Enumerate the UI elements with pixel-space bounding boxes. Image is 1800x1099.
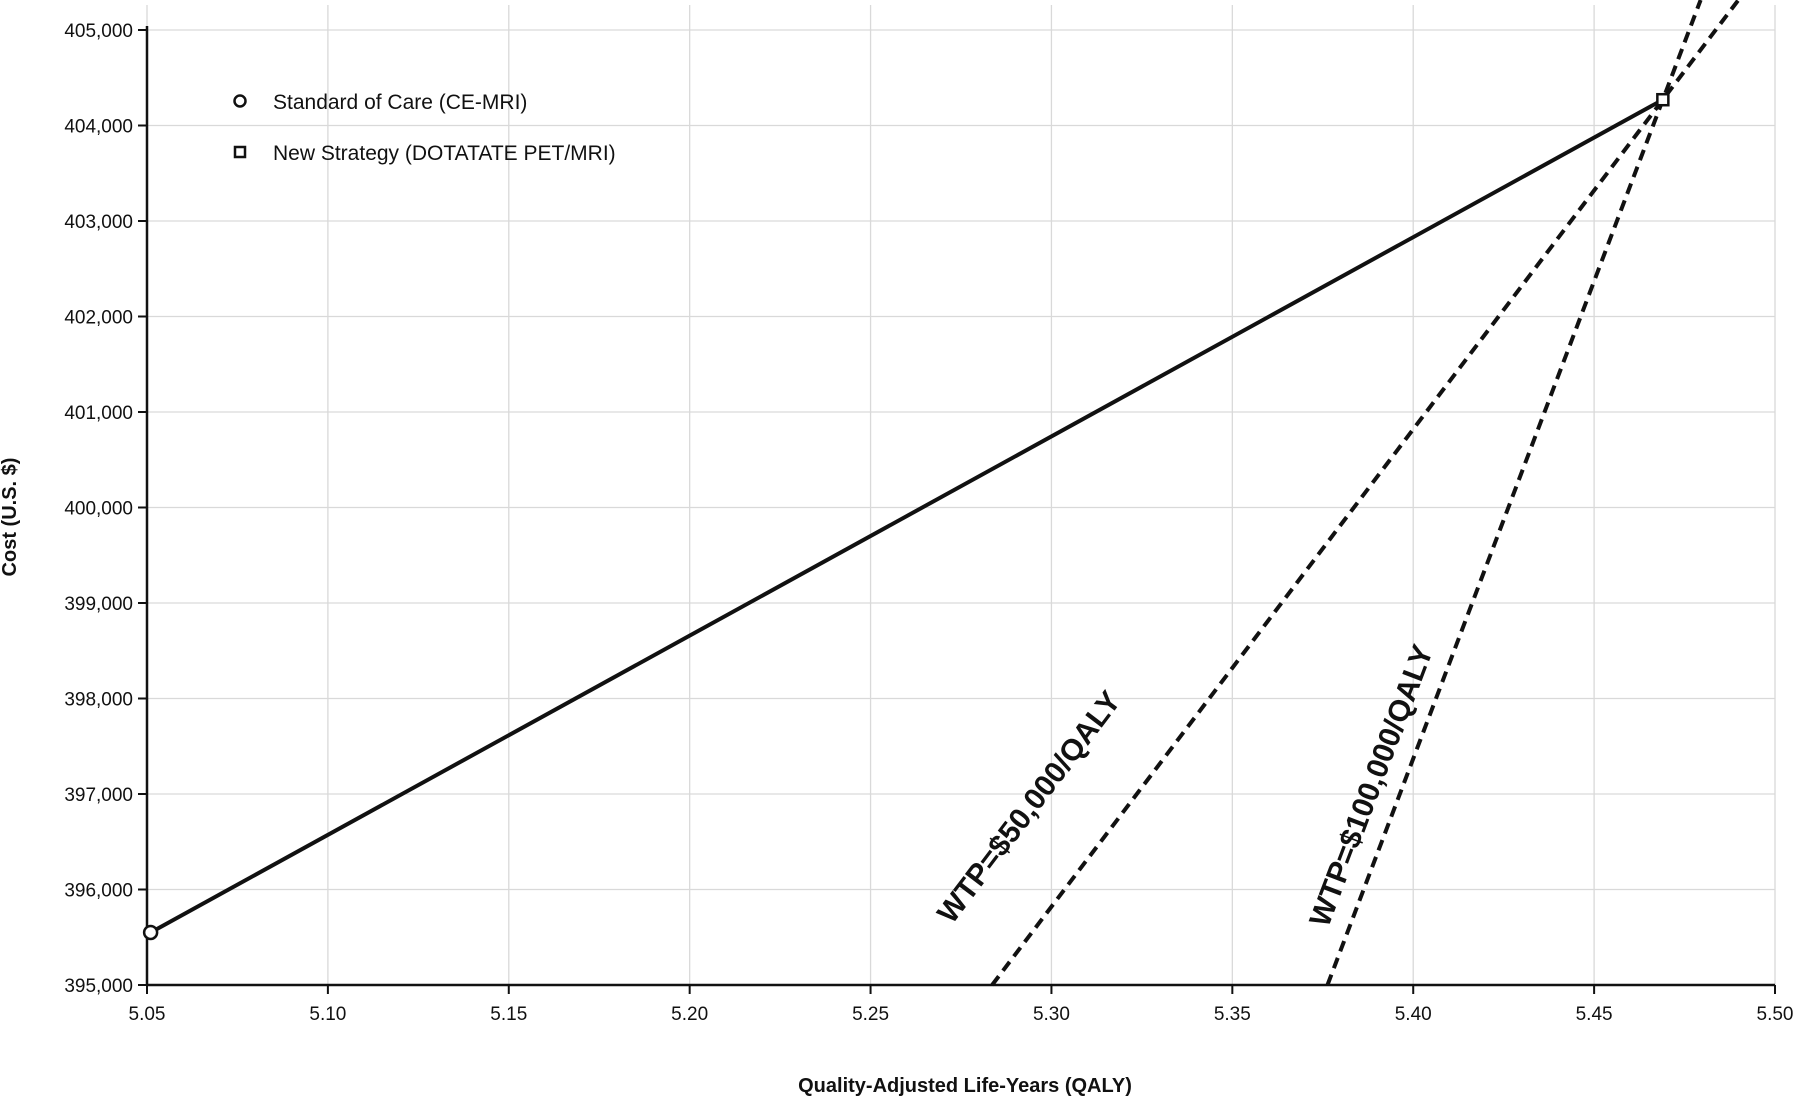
y-tick-label: 400,000 — [64, 499, 133, 520]
y-tick-label: 397,000 — [64, 785, 133, 806]
x-tick-label: 5.30 — [1033, 1004, 1070, 1025]
y-tick-label: 398,000 — [64, 690, 133, 711]
frontier-line — [149, 97, 1664, 935]
x-axis-ticks: 5.05 5.10 5.15 5.20 5.25 5.30 5.35 5.40 5.45 5.50 — [129, 985, 1794, 1025]
x-tick-label: 5.45 — [1576, 1004, 1613, 1025]
y-axis-ticks: 395,000 396,000 397,000 398,000 399,000 400,0… — [64, 21, 147, 997]
y-tick-label: 404,000 — [64, 117, 133, 138]
x-gridlines — [146, 5, 1776, 985]
legend-label: Standard of Care (CE-MRI) — [273, 91, 527, 114]
axes — [145, 26, 1775, 987]
wtp-threshold-label: WTP=$50,000/QALY — [931, 685, 1127, 929]
y-tick-label: 403,000 — [64, 212, 133, 233]
legend: Standard of Care (CE-MRI) New Strategy (D… — [233, 91, 616, 165]
wtp-threshold-label: WTP=$100,000/QALY — [1304, 641, 1441, 932]
x-tick-label: 5.15 — [490, 1004, 527, 1025]
legend-circle-marker — [233, 94, 247, 108]
x-tick-label: 5.25 — [852, 1004, 889, 1025]
wtp-threshold-line — [1325, 0, 1703, 986]
x-tick-label: 5.05 — [129, 1004, 166, 1025]
x-tick-label: 5.35 — [1214, 1004, 1251, 1025]
new-strategy-point — [1656, 92, 1670, 107]
x-axis-title: Quality-Adjusted Life-Years (QALY) — [798, 1075, 1132, 1097]
y-tick-label: 399,000 — [64, 594, 133, 615]
y-tick-label: 395,000 — [64, 976, 133, 997]
x-tick-label: 5.40 — [1395, 1004, 1432, 1025]
legend-label: New Strategy (DOTATATE PET/MRI) — [273, 142, 616, 165]
x-tick-label: 5.50 — [1757, 1004, 1794, 1025]
x-tick-label: 5.10 — [309, 1004, 346, 1025]
standard-of-care-point — [142, 924, 159, 941]
y-tick-label: 396,000 — [64, 881, 133, 902]
y-tick-label: 405,000 — [64, 21, 133, 42]
y-tick-label: 402,000 — [64, 308, 133, 329]
y-axis-title: Cost (U.S. $) — [0, 458, 21, 577]
x-tick-label: 5.20 — [671, 1004, 708, 1025]
legend-square-marker — [233, 145, 247, 159]
wtp-threshold-line — [990, 0, 1740, 987]
y-tick-label: 401,000 — [64, 403, 133, 424]
